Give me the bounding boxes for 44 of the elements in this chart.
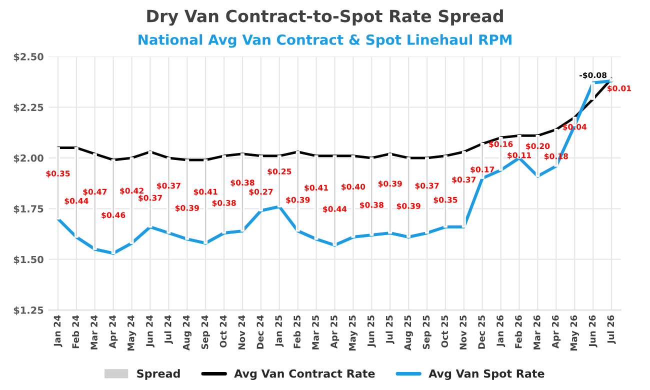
x-tick-label: May 25 (348, 316, 358, 350)
y-tick-label: $1.75 (14, 204, 44, 214)
bar (591, 82, 596, 100)
x-tick-label: Sep 25 (422, 316, 432, 350)
x-tick-label: Oct 25 (441, 316, 448, 348)
y-tick-label: $2.00 (14, 154, 44, 164)
x-tick-label: Nov 24 (238, 315, 246, 350)
x-tick-label: Mar 24 (90, 315, 98, 350)
x-tick-label: Jan 24 (54, 315, 62, 347)
x-tick-label: Nov 25 (460, 316, 467, 350)
x-tick-label: Jul 26 (607, 315, 616, 344)
x-tick-label: Mar 26 (534, 315, 540, 350)
x-tick-label: Aug 25 (404, 316, 413, 350)
x-tick-label: Dec 25 (478, 316, 485, 349)
x-tick-label: Aug 24 (182, 315, 192, 350)
x-tick-label: Apr 26 (552, 315, 561, 348)
x-tick-label: Jun 25 (367, 316, 376, 348)
x-tick-label: Mar 25 (312, 316, 319, 350)
y-tick-label: $1.25 (14, 306, 44, 316)
legend-label: Spread (137, 369, 180, 380)
y-tick-label: $2.50 (14, 52, 44, 62)
y-tick-label: $1.50 (14, 256, 44, 264)
x-tick-label: Feb 25 (293, 316, 300, 348)
x-tick-label: Apr 25 (330, 316, 340, 348)
x-tick-label: May 26 (570, 315, 579, 350)
x-tick-label: Oct 24 (220, 315, 227, 348)
x-tick-label: May 24 (128, 315, 136, 350)
x-tick-label: Jan 25 (275, 316, 284, 347)
y-tick-label: $2.25 (14, 104, 44, 112)
legend-label: Avg Van Spot Rate (428, 369, 544, 380)
bar (610, 78, 614, 82)
x-tick-label: Jun 24 (146, 315, 155, 348)
x-tick-label: Apr 24 (109, 315, 118, 348)
x-tick-label: Jul 25 (386, 316, 394, 344)
x-tick-label: Dec 24 (256, 315, 264, 349)
x-tick-label: Sep 24 (201, 315, 210, 350)
x-tick-label: Jun 26 (588, 315, 598, 348)
chart-subtitle: National Avg Van Contract & Spot Linehaul RPM (138, 34, 512, 48)
x-tick-label: Feb 26 (514, 315, 522, 348)
legend-label: Avg Van Contract Rate (234, 369, 375, 380)
x-tick-label: Jan 26 (496, 315, 506, 347)
x-tick-label: Jul 24 (164, 315, 173, 344)
chart-title: Dry Van Contract-to-Spot Rate Spread (147, 9, 503, 26)
x-tick-label: Feb 24 (72, 315, 80, 348)
